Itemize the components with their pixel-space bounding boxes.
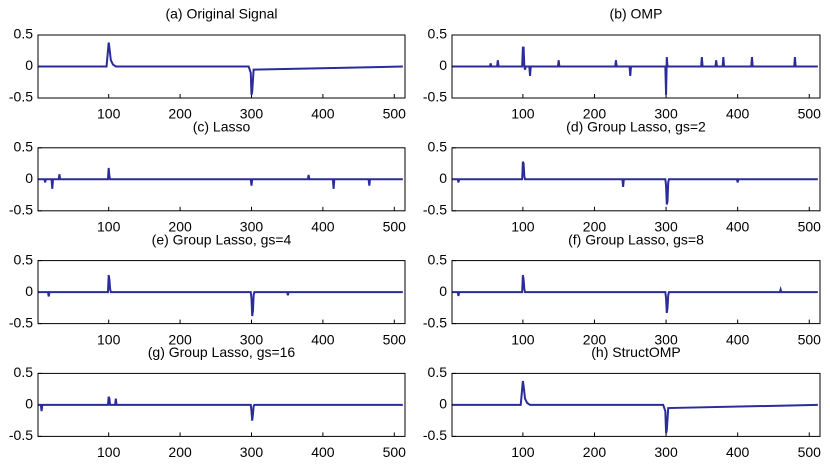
x-tick-label: 200: [583, 444, 607, 460]
x-tick-label: 200: [583, 219, 607, 235]
axes-box: [37, 260, 406, 325]
panel-title: (c) Lasso: [193, 119, 251, 135]
y-tick-label: 0.5: [14, 139, 34, 155]
signal-line: [38, 42, 403, 96]
panel-title: (h) StructOMP: [591, 344, 680, 360]
x-tick-label: 300: [240, 331, 264, 347]
x-tick-label: 500: [383, 331, 407, 347]
x-tick-label: 500: [798, 331, 822, 347]
y-tick-label: 0.5: [428, 251, 448, 267]
x-tick-label: 300: [654, 444, 678, 460]
y-tick-label: -0.5: [9, 427, 33, 443]
x-tick-label: 200: [583, 106, 607, 122]
panel-title: (f) Group Lasso, gs=8: [568, 231, 704, 247]
x-tick-label: 300: [654, 106, 678, 122]
x-tick-label: 300: [654, 219, 678, 235]
panel-title: (g) Group Lasso, gs=16: [148, 344, 296, 360]
x-tick-label: 300: [240, 444, 264, 460]
x-tick-label: 200: [583, 331, 607, 347]
x-tick-label: 100: [97, 331, 121, 347]
axes-box: [451, 372, 821, 437]
x-tick-label: 300: [240, 106, 264, 122]
axes-box: [37, 34, 406, 99]
y-tick-label: -0.5: [423, 202, 447, 218]
y-tick-label: 0: [25, 57, 33, 73]
y-tick-label: 0.5: [14, 251, 34, 267]
y-tick-label: -0.5: [423, 314, 447, 330]
x-tick-label: 500: [798, 444, 822, 460]
x-tick-label: 400: [726, 106, 750, 122]
y-tick-label: -0.5: [9, 202, 33, 218]
signal-line: [452, 161, 818, 205]
y-tick-label: -0.5: [9, 89, 33, 105]
x-tick-label: 400: [311, 219, 335, 235]
y-tick-label: -0.5: [423, 89, 447, 105]
axes-box: [451, 260, 821, 325]
axes-box: [37, 372, 406, 437]
signal-line: [38, 274, 403, 317]
signal-line: [452, 46, 818, 95]
x-tick-label: 100: [511, 219, 535, 235]
x-tick-label: 200: [168, 444, 192, 460]
signal-line: [452, 274, 818, 314]
y-tick-label: 0: [439, 396, 447, 412]
y-tick-label: -0.5: [423, 427, 447, 443]
panel-title: (a) Original Signal: [165, 6, 277, 22]
y-tick-label: 0.5: [428, 364, 448, 380]
y-tick-label: 0.5: [428, 26, 448, 42]
x-tick-label: 500: [798, 106, 822, 122]
y-tick-label: 0.5: [428, 139, 448, 155]
x-tick-label: 500: [798, 219, 822, 235]
x-tick-label: 100: [97, 219, 121, 235]
y-tick-label: 0.5: [14, 364, 34, 380]
panel-title: (e) Group Lasso, gs=4: [152, 231, 292, 247]
y-tick-label: 0: [25, 170, 33, 186]
y-tick-label: 0: [439, 170, 447, 186]
y-tick-label: 0: [439, 283, 447, 299]
x-tick-label: 400: [726, 444, 750, 460]
x-tick-label: 300: [240, 219, 264, 235]
signal-line: [38, 396, 403, 421]
x-tick-label: 300: [654, 331, 678, 347]
axes-box: [451, 34, 821, 99]
axes-box: [451, 147, 821, 212]
x-tick-label: 100: [511, 444, 535, 460]
y-tick-label: -0.5: [9, 314, 33, 330]
panel-title: (b) OMP: [610, 6, 663, 22]
x-tick-label: 400: [726, 331, 750, 347]
x-tick-label: 100: [97, 444, 121, 460]
axes-box: [37, 147, 406, 212]
y-tick-label: 0: [25, 283, 33, 299]
x-tick-label: 500: [383, 106, 407, 122]
x-tick-label: 400: [726, 219, 750, 235]
x-tick-label: 100: [97, 106, 121, 122]
signal-line: [38, 167, 403, 189]
x-tick-label: 500: [383, 444, 407, 460]
x-tick-label: 400: [311, 444, 335, 460]
y-tick-label: 0.5: [14, 26, 34, 42]
x-tick-label: 200: [168, 331, 192, 347]
y-tick-label: 0: [25, 396, 33, 412]
x-tick-label: 400: [311, 331, 335, 347]
x-tick-label: 500: [383, 219, 407, 235]
y-tick-label: 0: [439, 57, 447, 73]
signal-line: [452, 380, 818, 434]
x-tick-label: 100: [511, 331, 535, 347]
x-tick-label: 100: [511, 106, 535, 122]
panel-title: (d) Group Lasso, gs=2: [566, 119, 706, 135]
x-tick-label: 200: [168, 219, 192, 235]
x-tick-label: 400: [311, 106, 335, 122]
x-tick-label: 200: [168, 106, 192, 122]
